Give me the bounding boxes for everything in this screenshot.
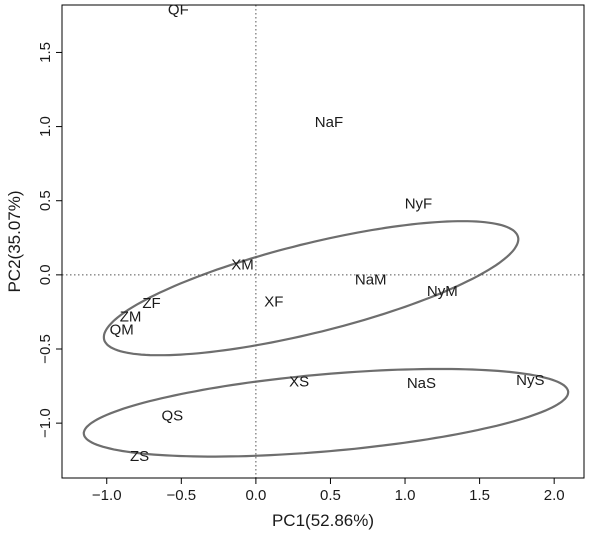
- point-label-nas: NaS: [407, 375, 436, 392]
- point-label-qm: QM: [110, 322, 134, 339]
- plot-frame: [61, 4, 585, 479]
- y-tick-label: 0.0: [37, 264, 54, 285]
- group-ellipses: [82, 220, 570, 458]
- y-tick-label: 1.5: [37, 42, 54, 63]
- group-ellipse-1: [102, 220, 520, 357]
- x-tick-label: 1.0: [395, 487, 416, 504]
- x-tick-label: 0.5: [320, 487, 341, 504]
- point-label-xm: XM: [231, 256, 254, 273]
- point-label-qs: QS: [162, 408, 184, 425]
- point-label-xf: XF: [264, 294, 283, 311]
- point-label-nym: NyM: [427, 283, 458, 300]
- point-label-zs: ZS: [130, 448, 149, 465]
- point-label-nyf: NyF: [405, 196, 433, 213]
- y-tick-label: 1.0: [37, 116, 54, 137]
- point-label-zm: ZM: [120, 308, 142, 325]
- point-label-nam: NaM: [355, 271, 387, 288]
- x-tick-label: 2.0: [544, 487, 565, 504]
- group-ellipse-2: [82, 367, 570, 458]
- y-axis-ticks: −1.0 −0.5 0.0 0.5 1.0 1.5: [37, 42, 62, 438]
- point-label-zf: ZF: [142, 295, 160, 312]
- x-axis-ticks: −1.0 −0.5 0.0 0.5 1.0 1.5 2.0: [92, 478, 565, 504]
- x-tick-label: −1.0: [92, 487, 122, 504]
- y-tick-label: 0.5: [37, 190, 54, 211]
- y-tick-label: −0.5: [37, 334, 54, 364]
- point-label-qf: QF: [168, 1, 189, 18]
- point-label-xs: XS: [289, 374, 309, 391]
- x-tick-label: −0.5: [167, 487, 197, 504]
- point-label-naf: NaF: [315, 114, 343, 131]
- y-axis-label: PC2(35.07%): [5, 190, 24, 292]
- x-axis-label: PC1(52.86%): [272, 511, 374, 530]
- y-tick-label: −1.0: [37, 408, 54, 438]
- x-tick-label: 1.5: [469, 487, 490, 504]
- reference-lines: [62, 5, 584, 478]
- point-label-nys: NyS: [516, 372, 544, 389]
- x-tick-label: 0.0: [245, 487, 266, 504]
